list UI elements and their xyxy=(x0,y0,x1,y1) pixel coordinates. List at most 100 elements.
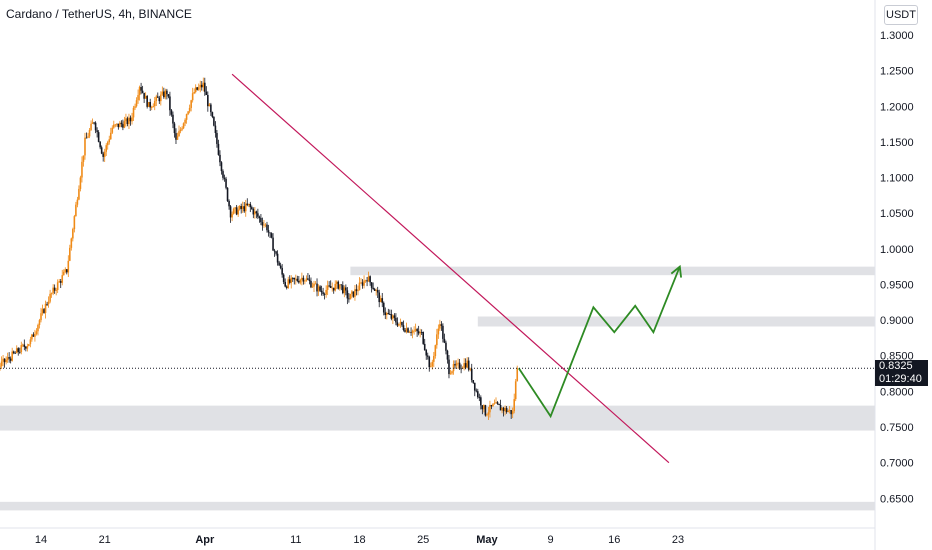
candle-body xyxy=(149,102,151,108)
candle-body xyxy=(40,313,42,321)
candle-body xyxy=(199,84,202,88)
candle-body xyxy=(266,224,268,231)
candle-body xyxy=(452,364,455,372)
candle-body xyxy=(143,92,145,99)
candle-body xyxy=(70,238,73,248)
candle-body xyxy=(434,345,437,356)
candle-body xyxy=(241,206,244,209)
candle-body xyxy=(247,203,250,206)
candle-body xyxy=(193,92,195,94)
candle-body xyxy=(272,237,274,251)
candle-body xyxy=(425,350,428,356)
zone-2[interactable] xyxy=(477,316,875,327)
candle-body xyxy=(322,292,324,295)
candle-body xyxy=(175,133,177,140)
candle-body xyxy=(493,403,496,405)
candle-body xyxy=(53,287,56,291)
candle-body xyxy=(38,320,41,325)
projection-polyline[interactable] xyxy=(518,266,681,419)
zone-4[interactable] xyxy=(0,501,875,511)
candle-body xyxy=(396,322,399,326)
candle-body xyxy=(360,282,362,284)
candle-body xyxy=(190,100,192,108)
candle-body xyxy=(407,328,409,333)
candle-body xyxy=(439,324,441,329)
projection-path[interactable] xyxy=(518,264,683,419)
candle-body xyxy=(26,345,29,349)
candle-body xyxy=(161,91,164,95)
candle-body xyxy=(378,292,381,303)
candle-body xyxy=(469,368,472,370)
price-tick: 0.7500 xyxy=(880,422,914,434)
candle-body xyxy=(37,324,39,332)
time-tick: 11 xyxy=(290,534,301,546)
candle-body xyxy=(402,325,405,330)
candle-body xyxy=(179,129,182,132)
candle-body xyxy=(76,199,79,205)
candle-body xyxy=(238,206,241,210)
candle-body xyxy=(73,216,76,230)
time-tick: 18 xyxy=(353,534,365,546)
candle-body xyxy=(422,332,424,344)
candle-body xyxy=(123,121,126,128)
candle-body xyxy=(499,405,502,411)
candle-body xyxy=(50,293,53,295)
candle-body xyxy=(282,274,285,282)
candle-body xyxy=(331,287,333,289)
candle-body xyxy=(32,334,35,337)
candle-body xyxy=(437,328,440,335)
candle-body xyxy=(489,405,491,413)
candle-body xyxy=(460,368,462,370)
candle-body xyxy=(276,253,279,263)
candle-body xyxy=(79,177,82,189)
candle-body xyxy=(393,315,396,318)
price-tick: 1.2500 xyxy=(880,66,914,78)
candle-body xyxy=(131,117,133,122)
candle-body xyxy=(173,123,176,134)
candle-body xyxy=(184,119,186,124)
candle-body xyxy=(25,346,27,349)
candle-body xyxy=(431,361,434,367)
candle-body xyxy=(11,351,13,361)
candle-body xyxy=(153,100,156,107)
trendline-segment[interactable] xyxy=(231,73,670,464)
candle-body xyxy=(232,208,235,214)
candle-body xyxy=(467,360,470,370)
time-tick: 16 xyxy=(608,534,620,546)
candle-body xyxy=(345,287,347,291)
downtrend-line[interactable] xyxy=(231,73,670,464)
candle-body xyxy=(191,93,194,101)
candle-body xyxy=(325,289,327,295)
projection-arrowhead[interactable] xyxy=(670,264,683,278)
candle-body xyxy=(188,107,191,112)
candle-body xyxy=(487,412,490,415)
zone-3[interactable] xyxy=(0,405,875,431)
candle-body xyxy=(328,285,330,287)
price-tick: 0.8500 xyxy=(880,351,914,363)
candle-body xyxy=(370,282,373,288)
candle-body xyxy=(58,281,60,283)
candle-body xyxy=(273,250,276,252)
candle-body xyxy=(516,368,519,382)
candle-body xyxy=(473,382,476,391)
candle-body xyxy=(93,122,95,124)
candle-body xyxy=(484,405,487,416)
price-tick: 0.8000 xyxy=(880,386,914,398)
candle-body xyxy=(419,332,421,334)
candle-body xyxy=(210,104,212,113)
candle-body xyxy=(279,265,282,268)
candle-body xyxy=(296,278,299,281)
candlestick-series xyxy=(0,77,519,421)
currency-button[interactable]: USDT xyxy=(884,5,918,25)
candle-body xyxy=(197,87,200,90)
price-tick: 0.9000 xyxy=(880,315,914,327)
candle-body xyxy=(295,278,297,280)
candle-body xyxy=(82,155,85,162)
candle-body xyxy=(214,125,217,134)
zone-1[interactable] xyxy=(350,266,875,276)
candle-body xyxy=(287,279,290,288)
candle-body xyxy=(111,127,114,133)
candle-body xyxy=(126,118,129,125)
candle-body xyxy=(108,139,111,143)
